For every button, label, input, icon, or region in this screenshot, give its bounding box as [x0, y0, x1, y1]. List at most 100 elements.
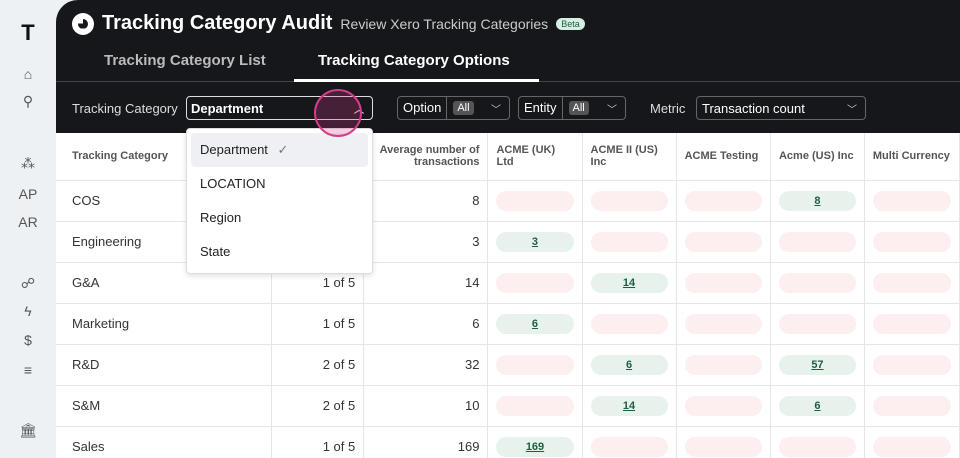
metric-select[interactable]: Transaction count ﹀	[696, 96, 866, 120]
column-header[interactable]: Multi Currency	[864, 133, 960, 181]
entity-cell	[582, 303, 677, 345]
entity-cell	[864, 385, 960, 427]
sidebar-item-ap[interactable]: AP	[18, 186, 38, 202]
present-cell: 14	[590, 272, 668, 293]
category-name: S&M	[56, 385, 273, 427]
lightning-icon[interactable]: ϟ	[24, 303, 32, 319]
entity-cell: 3	[487, 221, 583, 263]
check-icon: ✓	[277, 142, 289, 157]
dollar-doc-icon[interactable]: $	[24, 332, 32, 348]
absent-cell	[778, 313, 856, 334]
transaction-count-link[interactable]: 6	[625, 358, 633, 371]
dropdown-option-state[interactable]: State	[200, 244, 231, 259]
tracking-category-value: Department	[191, 100, 264, 116]
page-title: Tracking Category Audit	[102, 12, 333, 34]
entity-label: Entity	[519, 97, 563, 119]
usage-count: 1 of 5	[271, 303, 365, 345]
present-cell: 169	[496, 436, 574, 457]
transaction-count-link[interactable]: 57	[811, 358, 824, 371]
absent-cell	[496, 395, 574, 416]
present-cell: 6	[778, 395, 856, 416]
entity-value: All	[568, 101, 589, 115]
tab-bar: Tracking Category List Tracking Category…	[56, 40, 960, 82]
entity-cell	[864, 221, 960, 263]
column-header[interactable]: Acme (US) Inc	[770, 133, 865, 181]
table-row: S&M 2 of 5 10 14 6	[56, 385, 960, 427]
entity-cell	[676, 426, 771, 458]
entity-cell: 8	[770, 180, 865, 222]
bank-icon[interactable]: 🏛	[19, 422, 37, 438]
absent-cell	[496, 354, 574, 375]
absent-cell	[872, 313, 951, 334]
absent-cell	[684, 395, 762, 416]
usage-count: 2 of 5	[271, 385, 365, 427]
absent-cell	[496, 272, 574, 293]
active-tab-indicator	[294, 79, 539, 82]
average-transactions: 6	[363, 303, 489, 345]
column-header[interactable]: ACME Testing	[676, 133, 771, 181]
absent-cell	[872, 272, 951, 293]
column-header[interactable]: Average number of transactions	[363, 133, 489, 181]
absent-cell	[872, 231, 951, 252]
dropdown-option-location[interactable]: LOCATION	[200, 176, 266, 191]
dropdown-option-department[interactable]: Department ✓	[191, 133, 368, 167]
sidebar-item-ar[interactable]: AR	[18, 214, 38, 230]
transaction-count-link[interactable]: 6	[814, 399, 821, 412]
entity-cell: 6	[770, 385, 865, 427]
category-name: Marketing	[56, 303, 273, 345]
tracking-category-dropdown: Department ✓ LOCATION Region State	[186, 128, 373, 274]
usage-count: 1 of 5	[271, 426, 365, 458]
absent-cell	[778, 272, 856, 293]
entity-cell	[864, 344, 960, 386]
entity-cell	[770, 426, 865, 458]
category-name: R&D	[56, 344, 273, 386]
absent-cell	[872, 395, 951, 416]
brand-logo-icon[interactable]: T	[21, 20, 35, 45]
entity-cell: 14	[582, 385, 677, 427]
entity-cell	[487, 180, 583, 222]
table-row: R&D 2 of 5 32 6 57	[56, 344, 960, 386]
list-search-icon[interactable]: ≡	[23, 362, 33, 378]
audit-table: Tracking Category Average number of tran…	[56, 133, 960, 458]
option-filter[interactable]: Option All ﹀	[397, 96, 510, 120]
absent-cell	[590, 231, 668, 252]
home-icon[interactable]: ⌂	[23, 66, 33, 82]
table-row: Sales 1 of 5 169 169	[56, 426, 960, 458]
transaction-count-link[interactable]: 169	[525, 440, 545, 453]
entity-cell: 14	[582, 262, 677, 304]
absent-cell	[872, 354, 951, 375]
search-icon[interactable]: ⚲	[22, 93, 34, 109]
entities-icon[interactable]: ⁂	[21, 155, 35, 171]
absent-cell	[684, 354, 762, 375]
transaction-count-link[interactable]: 3	[531, 235, 539, 248]
absent-cell	[684, 436, 762, 457]
entity-cell	[770, 303, 865, 345]
entity-cell	[676, 344, 771, 386]
absent-cell	[590, 436, 668, 457]
transaction-count-link[interactable]: 6	[531, 317, 539, 330]
absent-cell	[872, 436, 951, 457]
chevron-down-icon: ﹀	[607, 105, 617, 116]
column-header[interactable]: ACME (UK) Ltd	[487, 133, 583, 181]
entity-cell	[864, 426, 960, 458]
page-subtitle: Review Xero Tracking Categories	[340, 15, 549, 32]
entity-cell: 6	[582, 344, 677, 386]
absent-cell	[590, 313, 668, 334]
present-cell: 3	[496, 231, 574, 252]
absent-cell	[684, 231, 762, 252]
dropdown-option-region[interactable]: Region	[200, 210, 242, 225]
entity-filter[interactable]: Entity All ﹀	[518, 96, 626, 120]
category-name: Sales	[56, 426, 273, 458]
absent-cell	[496, 190, 574, 211]
entity-cell	[582, 426, 677, 458]
average-transactions: 8	[363, 180, 489, 222]
entity-cell	[582, 221, 677, 263]
network-icon[interactable]: ☍	[20, 275, 36, 291]
transaction-count-link[interactable]: 14	[622, 276, 636, 289]
column-header[interactable]: ACME II (US) Inc	[582, 133, 677, 181]
tab-tracking-category-options[interactable]: Tracking Category Options	[318, 52, 510, 69]
average-transactions: 14	[363, 262, 489, 304]
tab-tracking-category-list[interactable]: Tracking Category List	[104, 52, 266, 69]
transaction-count-link[interactable]: 8	[814, 194, 821, 207]
transaction-count-link[interactable]: 14	[622, 399, 636, 412]
